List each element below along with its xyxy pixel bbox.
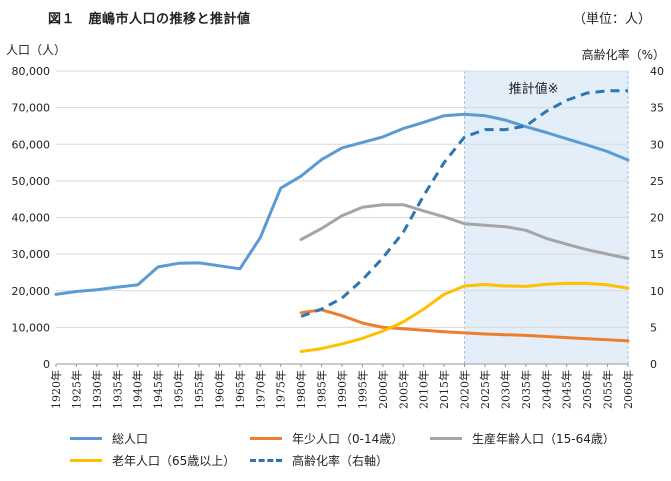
x-tick-label: 2030年 <box>498 370 512 409</box>
x-tick-label: 1995年 <box>355 370 369 409</box>
y-tick-right: 35 <box>650 102 664 115</box>
y-tick-right: 5 <box>650 321 657 334</box>
x-tick-label: 2045年 <box>560 370 574 409</box>
y-tick-left: 60,000 <box>12 138 51 151</box>
y-tick-left: 50,000 <box>12 175 51 188</box>
x-tick-label: 1990年 <box>335 370 349 409</box>
x-tick-label: 1940年 <box>131 370 145 409</box>
y-axis-title-right: 高齢化率（%） <box>582 47 665 62</box>
x-tick-label: 2055年 <box>601 370 615 409</box>
series-line-young <box>299 308 630 343</box>
x-tick-label: 1930年 <box>90 370 104 409</box>
series-line-aging <box>300 89 628 318</box>
y-tick-right: 20 <box>650 212 664 225</box>
y-tick-right: 15 <box>650 248 664 261</box>
y-tick-right: 25 <box>650 175 664 188</box>
x-tick-label: 2005年 <box>396 370 410 409</box>
x-tick-label: 1925年 <box>69 370 83 409</box>
x-tick-label: 1970年 <box>253 370 267 409</box>
x-tick-label: 2035年 <box>519 370 533 409</box>
x-tick-label: 1985年 <box>315 370 329 409</box>
x-tick-label: 2060年 <box>621 370 635 409</box>
x-tick-label: 2050年 <box>580 370 594 409</box>
x-tick-label: 1960年 <box>212 370 226 409</box>
series-line-working <box>299 203 630 260</box>
x-tick-label: 1955年 <box>192 370 206 409</box>
x-tick-label: 1920年 <box>49 370 63 409</box>
x-tick-label: 2020年 <box>458 370 472 409</box>
x-tick-label: 1975年 <box>274 370 288 409</box>
unit-note: （単位：人） <box>572 12 651 27</box>
figure-title: 図１ 鹿嶋市人口の推移と推計値 <box>48 12 251 27</box>
x-tick-label: 2000年 <box>376 370 390 409</box>
x-tick-label: 1965年 <box>233 370 247 409</box>
y-tick-right: 10 <box>650 285 664 298</box>
x-tick-label: 2015年 <box>437 370 451 409</box>
x-tick-label: 1950年 <box>172 370 186 409</box>
y-tick-left: 10,000 <box>12 321 51 334</box>
x-tick-label: 1935年 <box>110 370 124 409</box>
y-tick-left: 0 <box>43 358 50 371</box>
x-tick-label: 2025年 <box>478 370 492 409</box>
x-tick-label: 2010年 <box>417 370 431 409</box>
series-line-elderly <box>299 281 630 353</box>
y-axis-title-left: 人口（人） <box>6 43 66 57</box>
x-tick-label: 1945年 <box>151 370 165 409</box>
y-tick-right: 40 <box>650 65 664 78</box>
y-tick-right: 30 <box>650 138 664 151</box>
y-tick-right: 0 <box>650 358 657 371</box>
y-tick-left: 40,000 <box>12 212 51 225</box>
series-line-total <box>54 112 630 296</box>
estimate-label: 推計値※ <box>509 81 559 97</box>
y-tick-left: 20,000 <box>12 285 51 298</box>
y-tick-left: 70,000 <box>12 102 51 115</box>
y-tick-left: 80,000 <box>12 65 51 78</box>
x-tick-label: 1980年 <box>294 370 308 409</box>
y-tick-left: 30,000 <box>12 248 51 261</box>
x-tick-label: 2040年 <box>539 370 553 409</box>
